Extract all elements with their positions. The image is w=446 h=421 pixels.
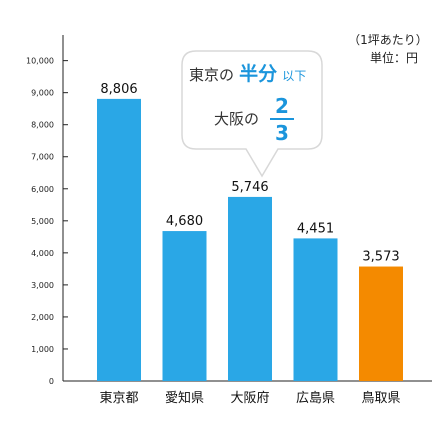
category-label-3: 大阪府 [230, 391, 269, 406]
callout-line2-prefix: 大阪の [214, 110, 259, 128]
data-label-4: 4,451 [297, 221, 334, 236]
bar-4 [293, 238, 338, 381]
y-axis-ticks: 0 1,000 2,000 3,000 4,000 5,000 6,000 7,000 8,00… [26, 57, 68, 386]
callout-line1: 東京の 半分 以下 [189, 62, 306, 85]
category-label-4: 広島県 [296, 391, 335, 406]
y-tick-label: 9,000 [31, 89, 54, 98]
fraction-numerator: 2 [275, 94, 289, 118]
data-label-1: 8,806 [100, 82, 137, 97]
bars [97, 98, 403, 382]
unit-note-line2: 単位：円 [370, 50, 418, 65]
callout-line1-suffix: 以下 [282, 69, 306, 83]
data-label-3: 5,746 [231, 180, 268, 195]
bar-5 [359, 266, 403, 381]
y-tick-label: 6,000 [31, 185, 54, 194]
y-tick-label: 0 [49, 377, 54, 386]
callout-bubble: 東京の 半分 以下 大阪の 2 3 [181, 50, 323, 178]
y-tick-label: 2,000 [31, 313, 54, 322]
callout-shape [181, 50, 323, 178]
data-label-5: 3,573 [362, 250, 399, 265]
y-tick-label: 8,000 [31, 121, 54, 130]
callout-line1-emphasis: 半分 [239, 62, 277, 85]
unit-note-line1: （1坪あたり） [348, 33, 428, 47]
callout-line1-prefix: 東京の [189, 66, 234, 84]
y-tick-label: 7,000 [31, 153, 54, 162]
category-label-1: 東京都 [99, 390, 138, 406]
y-tick-label: 4,000 [31, 249, 54, 258]
y-tick-label: 5,000 [31, 217, 54, 226]
category-label-5: 鳥取県 [361, 391, 400, 406]
data-label-2: 4,680 [166, 214, 203, 229]
data-labels: 8,806 4,680 5,746 4,451 3,573 [100, 82, 399, 265]
y-tick-label: 3,000 [31, 281, 54, 290]
category-labels: 東京都 愛知県 大阪府 広島県 鳥取県 [99, 390, 400, 406]
category-label-2: 愛知県 [165, 390, 204, 406]
fraction-denominator: 3 [275, 121, 289, 145]
bar-2 [162, 231, 207, 381]
y-tick-label: 1,000 [31, 345, 54, 354]
y-tick-label: 10,000 [26, 57, 54, 66]
bar-3 [228, 196, 272, 381]
bar-1 [97, 98, 141, 382]
